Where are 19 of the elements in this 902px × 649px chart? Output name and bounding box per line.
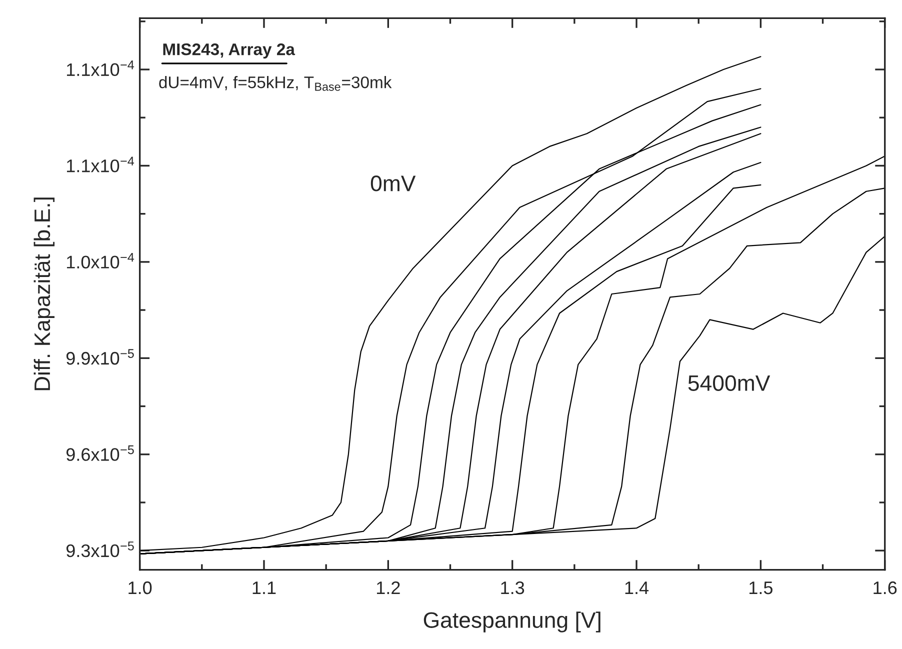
x-tick-label: 1.4 [625,582,649,594]
y-tick-label: 9.3x10$^{−5}$ [66,542,134,558]
y-tick-label: 1.1x10$^{−4}$ [66,60,134,76]
x-tick-label: 1.0 [128,581,152,594]
x-tick-label: 1.1 [252,582,276,594]
y-tick-label: 1.0x10$^{−4}$ [66,252,134,268]
annotation: 5400mV [688,375,770,391]
x-axis-title: Gatespannung [V] [424,612,600,632]
annotation: 0mV [370,176,416,192]
annotation: dU=4mV, f=55kHz, T$_{Base}$=30mk [159,76,392,91]
x-tick-label: 1.5 [750,582,772,594]
y-tick-label: 1.1x10$^{−4}$ [66,156,134,172]
x-tick-label: 1.3 [501,581,524,594]
y-tick-label: 9.6x10$^{−5}$ [66,445,134,461]
y-tick-label: 9.9x10$^{−5}$ [66,349,134,365]
x-tick-label: 1.2 [376,581,400,594]
x-tick-label: 1.6 [874,581,897,594]
annotation: MIS243, Array 2a [163,43,296,59]
y-axis-title: Diff. Kapazität [b.E.] [34,198,55,390]
